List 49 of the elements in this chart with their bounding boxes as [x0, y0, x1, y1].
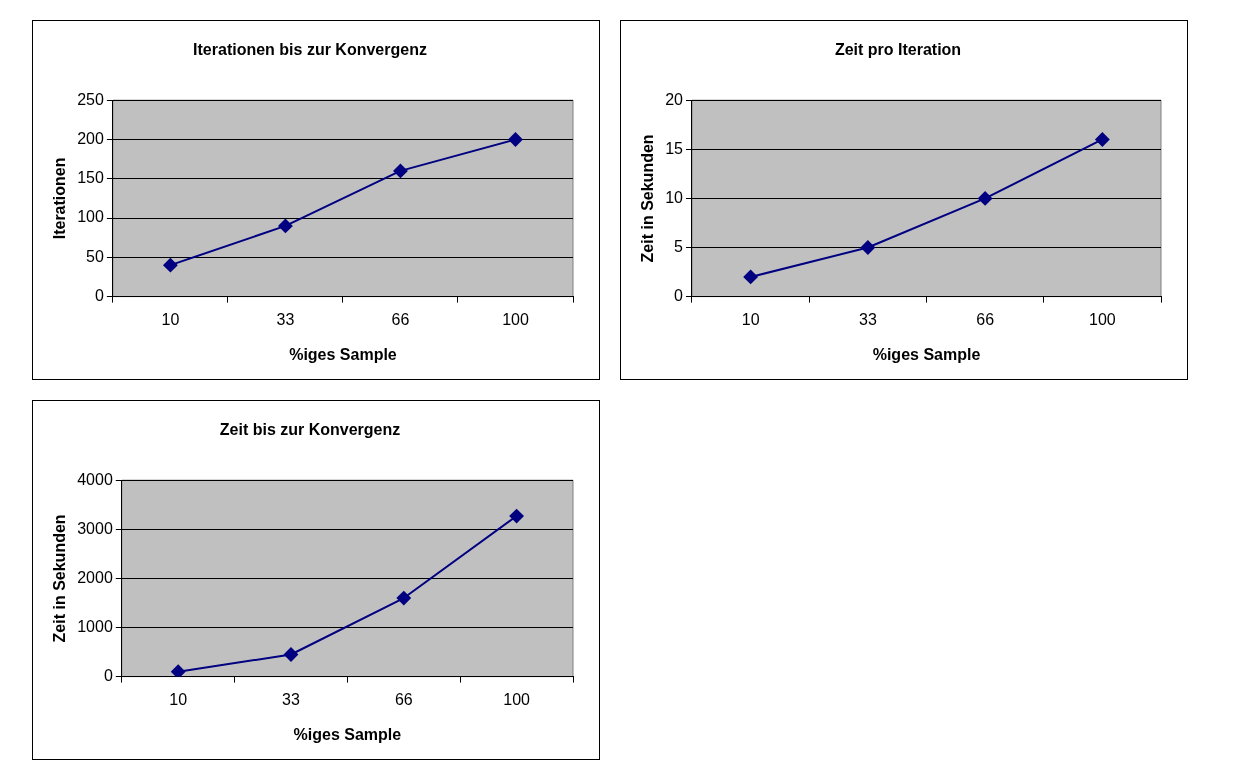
y-tick-label: 100 [77, 208, 104, 226]
x-axis-title: %iges Sample [872, 345, 981, 363]
y-tick-label: 200 [77, 129, 104, 147]
point [396, 591, 411, 606]
x-tick-label: 66 [976, 310, 995, 328]
x-tick-label: 10 [169, 690, 188, 708]
x-axis-title: %iges Sample [289, 345, 397, 363]
x-tick-label: 33 [282, 690, 300, 708]
x-tick-label: 100 [1089, 310, 1116, 328]
point [284, 647, 298, 662]
y-tick-label: 250 [77, 90, 104, 108]
point [163, 258, 178, 273]
y-axis-title: Iterationen [51, 157, 69, 240]
y-tick-label: 150 [77, 169, 104, 187]
y-tick-label: 0 [674, 287, 684, 305]
x-tick-label: 100 [503, 690, 531, 708]
chart-title: Zeit bis zur Konvergenz [219, 421, 401, 439]
y-tick-label: 0 [103, 667, 113, 685]
y-tick-label: 15 [665, 139, 684, 157]
chart-title: Zeit pro Iteration [834, 41, 962, 59]
x-tick-label: 10 [161, 310, 180, 328]
y-tick-label: 2000 [77, 568, 113, 586]
x-tick-label: 10 [741, 310, 760, 328]
point [860, 240, 875, 255]
y-tick-label: 0 [94, 287, 104, 305]
x-axis-title: %iges Sample [293, 725, 402, 743]
y-tick-label: 4000 [77, 470, 113, 488]
x-tick-label: 66 [394, 690, 413, 708]
y-tick-label: 10 [665, 188, 684, 206]
point [743, 269, 758, 284]
x-tick-label: 33 [276, 310, 295, 328]
y-tick-label: 50 [86, 247, 104, 265]
y-axis-title: Zeit in Sekunden [51, 514, 69, 643]
y-tick-label: 3000 [77, 519, 113, 537]
point [978, 191, 993, 206]
y-tick-label: 5 [674, 237, 684, 255]
x-tick-label: 33 [858, 310, 877, 328]
y-axis-title: Zeit in Sekunden [639, 134, 657, 263]
chart-title: Iterationen bis zur Konvergenz [193, 41, 427, 59]
point [1095, 132, 1110, 147]
point [393, 163, 408, 178]
point [509, 509, 524, 524]
x-tick-label: 66 [391, 310, 410, 328]
point [508, 132, 523, 147]
y-tick-label: 20 [665, 90, 684, 108]
point [171, 664, 186, 677]
x-tick-label: 100 [502, 310, 529, 328]
y-tick-label: 1000 [77, 617, 113, 635]
point [278, 218, 293, 233]
